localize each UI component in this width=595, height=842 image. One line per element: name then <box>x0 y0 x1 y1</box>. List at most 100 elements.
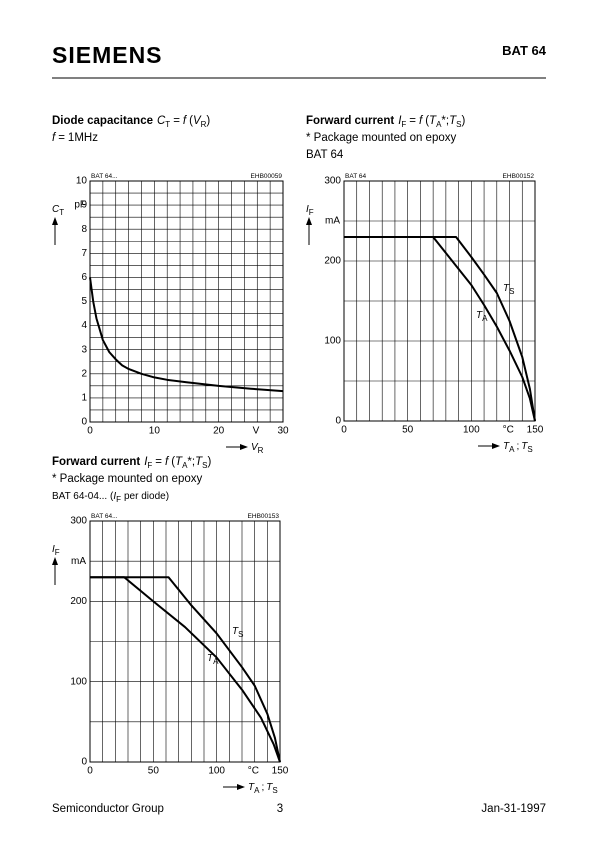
x-axis-label: TA; TS <box>248 782 278 795</box>
x-tick-label: 10 <box>149 426 161 437</box>
label-part: T <box>266 782 273 793</box>
x-tick-label: 30 <box>277 426 289 437</box>
chart-subtitle: BAT 64 <box>306 149 344 161</box>
label-part: T <box>232 626 239 637</box>
label-part: S <box>272 786 277 795</box>
series-label: TA <box>207 653 219 666</box>
label-part: T <box>207 653 214 664</box>
y-tick-label: 10 <box>76 176 88 187</box>
label-part: I <box>306 204 309 215</box>
y-unit: mA <box>325 216 340 227</box>
x-unit: °C <box>248 766 259 777</box>
curve <box>89 277 284 393</box>
arrow-head <box>52 217 58 225</box>
page-number: 3 <box>277 803 283 815</box>
footer-left: Semiconductor Group <box>52 803 164 815</box>
y-tick-label: 200 <box>324 256 341 267</box>
x-tick-label: 100 <box>463 425 480 436</box>
x-tick-label: 50 <box>402 425 414 436</box>
label-part: F <box>309 208 314 217</box>
label-part: T <box>503 283 510 294</box>
arrow-head <box>237 784 245 790</box>
chart-title: Forward current IF = f (TA*;TS) <box>306 115 465 129</box>
y-tick-label: 9 <box>81 200 87 211</box>
arrow-head <box>240 444 248 450</box>
plot-frame <box>89 180 284 423</box>
y-axis-label: CT <box>52 204 64 217</box>
x-axis-label: TA; TS <box>503 441 533 454</box>
x-tick-label: 20 <box>213 426 225 437</box>
y-axis-label: IF <box>52 544 60 557</box>
label-part: T <box>503 441 510 452</box>
y-tick-label: 300 <box>70 516 87 527</box>
y-tick-label: 0 <box>81 757 87 768</box>
curve <box>90 576 281 763</box>
chart-title: Forward current IF = f (TA*;TS) <box>52 456 211 470</box>
arrow-head <box>52 557 58 565</box>
corner-label: EHB00059 <box>251 173 283 180</box>
y-tick-label: 100 <box>324 336 341 347</box>
label-part: A <box>509 445 515 454</box>
y-tick-label: 100 <box>70 676 87 687</box>
brand: SIEMENS <box>52 42 163 68</box>
curve <box>344 236 536 422</box>
label-part: ; <box>516 441 519 452</box>
label-part: R <box>258 446 264 455</box>
x-unit: °C <box>503 425 514 436</box>
curve <box>344 236 536 422</box>
corner-label: EHB00153 <box>248 513 280 520</box>
plot-frame <box>89 520 281 763</box>
x-tick-label: 0 <box>87 766 93 777</box>
label-part: T <box>476 310 483 321</box>
x-tick-label: 0 <box>341 425 347 436</box>
arrow-head <box>306 217 312 225</box>
label-part: C <box>52 204 60 215</box>
label-part: T <box>248 782 255 793</box>
y-tick-label: 3 <box>81 344 87 355</box>
label-part: S <box>527 445 532 454</box>
label-part: I <box>52 544 55 555</box>
chart-subtitle: BAT 64-04... (IF per diode) <box>52 491 169 504</box>
x-tick-label: 150 <box>527 425 544 436</box>
plot-frame <box>343 180 536 422</box>
y-tick-label: 6 <box>81 272 87 283</box>
y-tick-label: 200 <box>70 596 87 607</box>
chart-subtitle: * Package mounted on epoxy <box>52 473 202 485</box>
y-axis-label: IF <box>306 204 314 217</box>
label-part: A <box>213 657 219 666</box>
label-part: V <box>251 442 259 453</box>
x-tick-label: 100 <box>208 766 225 777</box>
arrow-head <box>492 443 500 449</box>
y-unit: pF <box>74 200 86 211</box>
x-axis-label: VR <box>251 442 264 455</box>
y-tick-label: 0 <box>335 416 341 427</box>
corner-label: BAT 64 <box>345 173 366 180</box>
label-part: T <box>59 208 64 217</box>
x-unit: V <box>253 426 260 437</box>
x-tick-label: 50 <box>148 766 160 777</box>
label-part: F <box>55 548 60 557</box>
y-tick-label: 0 <box>81 417 87 428</box>
part-number: BAT 64 <box>502 43 547 58</box>
y-tick-label: 2 <box>81 368 87 379</box>
label-part: S <box>238 630 243 639</box>
series-label: TA <box>476 310 488 323</box>
curve <box>90 576 281 763</box>
y-tick-label: 4 <box>81 320 87 331</box>
label-part: A <box>482 314 488 323</box>
x-tick-label: 150 <box>272 766 289 777</box>
y-unit: mA <box>71 556 86 567</box>
series-label: TS <box>503 283 514 296</box>
y-tick-label: 1 <box>81 393 87 404</box>
y-tick-label: 300 <box>324 176 341 187</box>
x-tick-label: 0 <box>87 426 93 437</box>
chart-subtitle: f = 1MHz <box>52 132 98 144</box>
chart-title: Diode capacitance CT = f (VR) <box>52 115 210 129</box>
y-tick-label: 7 <box>81 248 87 259</box>
label-part: S <box>509 287 514 296</box>
corner-label: BAT 64... <box>91 513 118 520</box>
label-part: A <box>254 786 260 795</box>
series-label: TS <box>232 626 243 639</box>
chart-subtitle: * Package mounted on epoxy <box>306 132 456 144</box>
